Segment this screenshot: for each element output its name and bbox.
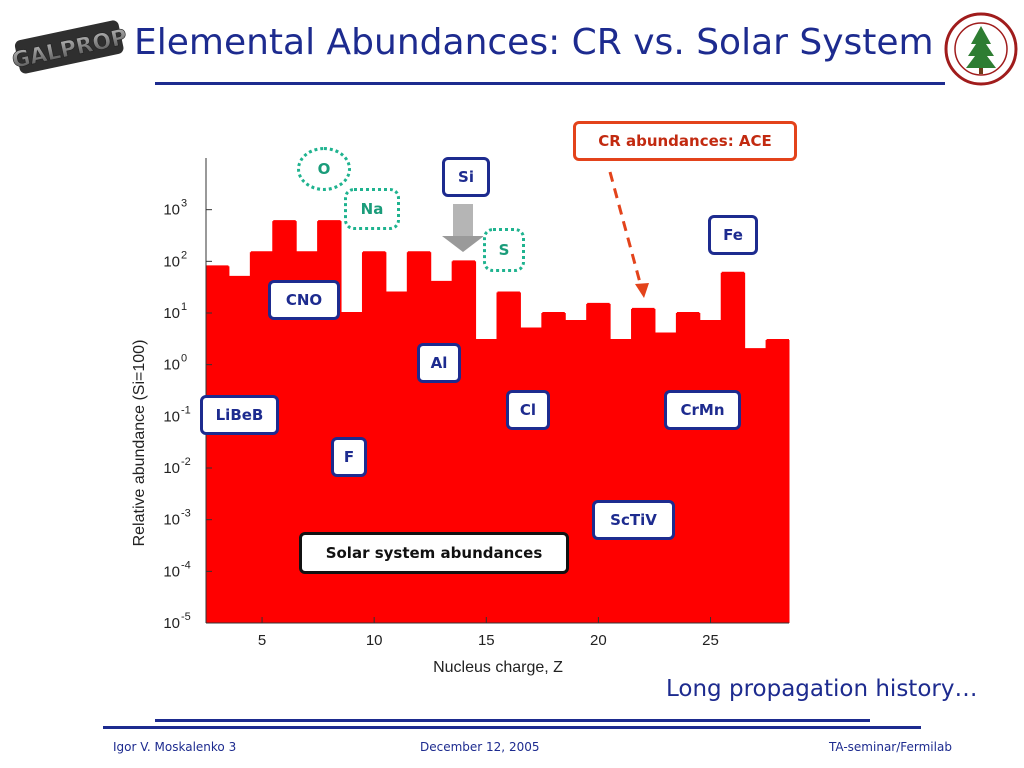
cr-bar-z20 bbox=[587, 303, 611, 623]
cr-bar-z5 bbox=[250, 252, 274, 623]
solar-system-label: Solar system abundances bbox=[299, 532, 569, 574]
y-tick-label-exponent: -3 bbox=[181, 508, 191, 520]
si-arrow-head bbox=[442, 236, 484, 252]
label-na: Na bbox=[344, 188, 400, 230]
footer-author: Igor V. Moskalenko 3 bbox=[113, 740, 237, 754]
cr-bar-z27 bbox=[744, 349, 768, 623]
y-tick-label-exponent: 2 bbox=[181, 249, 187, 261]
y-tick-label: 10 bbox=[163, 253, 180, 270]
footer-date: December 12, 2005 bbox=[420, 740, 540, 754]
y-tick-label-exponent: 1 bbox=[181, 301, 187, 313]
x-tick-label: 25 bbox=[702, 632, 719, 649]
cr-bar-z6 bbox=[273, 221, 297, 623]
si-arrow-shaft bbox=[453, 204, 473, 236]
y-tick-label: 10 bbox=[163, 512, 180, 529]
y-tick-label-exponent: -2 bbox=[181, 456, 191, 468]
footer-venue: TA-seminar/Fermilab bbox=[829, 740, 952, 754]
cr-arrow-line bbox=[608, 171, 644, 291]
footer-divider bbox=[103, 726, 921, 729]
y-tick-label-exponent: 3 bbox=[181, 198, 187, 210]
x-axis-label: Nucleus charge, Z bbox=[433, 659, 563, 676]
footer-divider-top bbox=[155, 719, 870, 722]
label-sctiv: ScTiV bbox=[592, 500, 675, 540]
cr-bar-z26 bbox=[721, 272, 745, 623]
tagline: Long propagation history… bbox=[666, 676, 978, 702]
y-tick-label-exponent: 0 bbox=[181, 353, 187, 365]
y-tick-label: 10 bbox=[163, 563, 180, 580]
y-tick-label: 10 bbox=[163, 202, 180, 219]
label-crmn: CrMn bbox=[664, 390, 741, 430]
page-title: Elemental Abundances: CR vs. Solar Syste… bbox=[134, 22, 934, 63]
label-cno: CNO bbox=[268, 280, 340, 320]
y-tick-label-exponent: -5 bbox=[181, 611, 191, 623]
cr-abundances-label: CR abundances: ACE bbox=[573, 121, 797, 161]
galprop-logo: GALPROP bbox=[10, 14, 130, 82]
cr-bar-z8 bbox=[318, 221, 342, 623]
cr-bar-z7 bbox=[295, 252, 319, 623]
label-s: S bbox=[483, 228, 525, 272]
label-fe: Fe bbox=[708, 215, 758, 255]
y-axis-label: Relative abundance (Si=100) bbox=[131, 340, 148, 547]
y-tick-label-exponent: -4 bbox=[181, 559, 191, 571]
y-tick-label: 10 bbox=[163, 357, 180, 374]
label-f: F bbox=[331, 437, 367, 477]
cr-bar-z10 bbox=[362, 252, 386, 623]
label-libeb: LiBeB bbox=[200, 395, 279, 435]
label-si: Si bbox=[442, 157, 490, 197]
x-tick-label: 5 bbox=[258, 632, 266, 649]
x-tick-label: 15 bbox=[478, 632, 495, 649]
y-tick-label: 10 bbox=[163, 460, 180, 477]
cr-bar-z22 bbox=[632, 308, 655, 623]
label-al: Al bbox=[417, 343, 461, 383]
x-tick-label: 20 bbox=[590, 632, 607, 649]
cr-bar-z21 bbox=[609, 340, 633, 623]
label-cl: Cl bbox=[506, 390, 550, 430]
cr-bar-z4 bbox=[228, 276, 252, 623]
y-tick-label: 10 bbox=[163, 305, 180, 322]
cr-bar-z3 bbox=[206, 266, 229, 623]
stanford-seal-logo bbox=[944, 12, 1018, 90]
cr-bar-z28 bbox=[766, 340, 790, 623]
y-tick-label: 10 bbox=[163, 408, 180, 425]
cr-arrow-head bbox=[635, 283, 649, 298]
cr-bar-z19 bbox=[564, 321, 588, 623]
y-tick-label: 10 bbox=[163, 615, 180, 632]
y-tick-label-exponent: -1 bbox=[181, 404, 191, 416]
x-tick-label: 10 bbox=[366, 632, 383, 649]
label-o: O bbox=[297, 147, 351, 191]
title-divider bbox=[155, 82, 945, 85]
